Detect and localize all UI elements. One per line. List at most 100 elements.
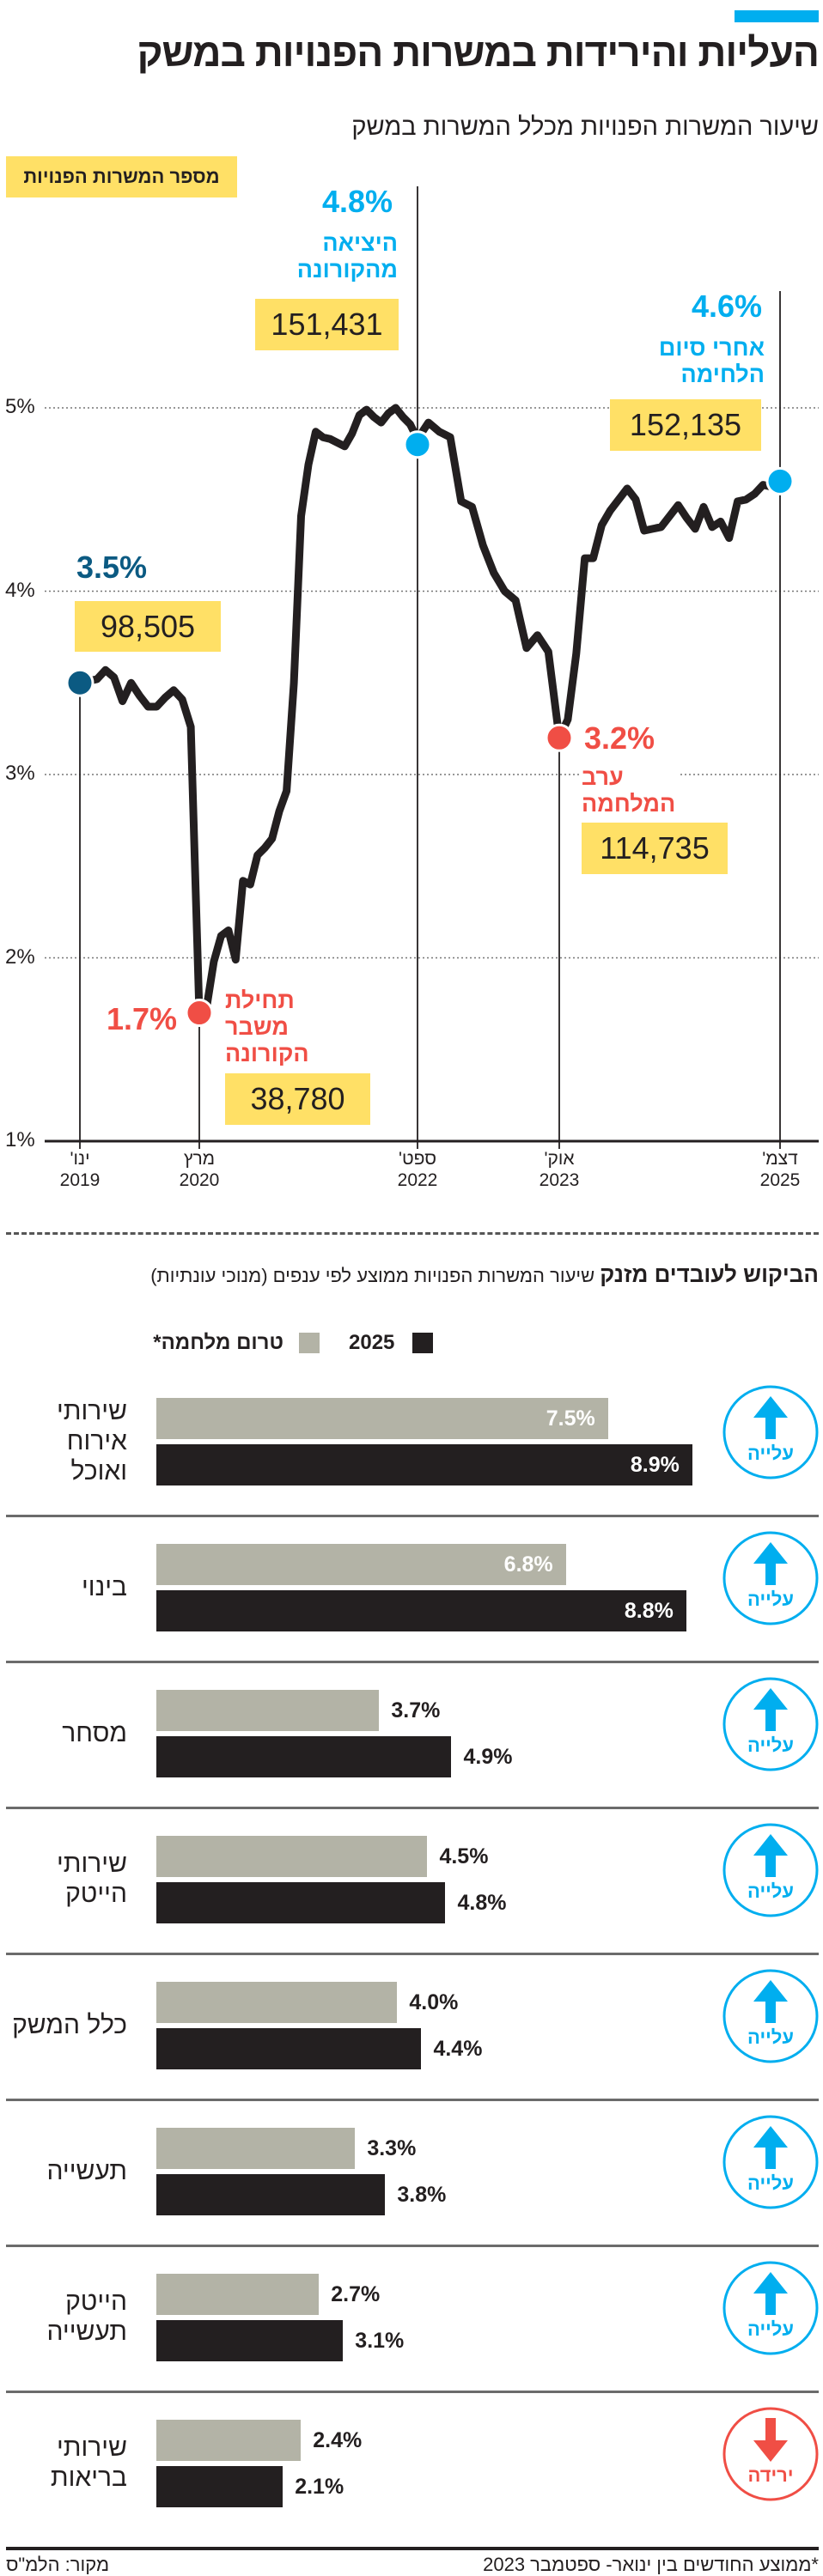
data-point	[584, 557, 586, 559]
data-point	[762, 484, 764, 486]
bar-2025	[156, 2028, 422, 2069]
category-label: מסחר	[62, 1718, 127, 1748]
data-point	[322, 436, 324, 438]
data-point	[686, 517, 687, 519]
category-label: כלל המשק	[12, 2010, 127, 2040]
data-point	[600, 525, 602, 526]
highlight-note: היציאה מהקורונה	[297, 230, 398, 283]
data-point	[493, 572, 495, 574]
highlight-dot	[65, 668, 94, 697]
bar-prewar	[156, 1690, 380, 1731]
category-label-line: הייטק	[65, 1880, 127, 1908]
arrow-up-icon	[722, 1823, 819, 1917]
arrow-up-icon	[753, 2272, 788, 2315]
data-point	[96, 678, 98, 680]
trend-badge: עלייה	[722, 1968, 820, 2064]
trend-circle	[722, 2115, 819, 2209]
bar-2025	[156, 1590, 686, 1631]
trend-badge: עלייה	[722, 1530, 820, 1626]
bar-section-title: הביקוש לעובדים מזנק שיעור המשרות הפנויות…	[4, 1262, 819, 1288]
highlight-note-line: אחרי סיום	[658, 335, 765, 361]
trend-circle	[722, 1385, 819, 1479]
highlight-note: תחילת משבר הקורונה	[225, 987, 309, 1067]
arrow-up-icon	[722, 2261, 819, 2355]
bar-prewar-label: 7.5%	[546, 1406, 595, 1431]
trend-circle	[722, 1677, 819, 1771]
highlight-note-line: תחילת	[225, 987, 295, 1013]
highlight-dot	[545, 723, 574, 752]
data-point	[694, 528, 696, 530]
arrow-down-icon	[753, 2418, 788, 2462]
data-point	[301, 515, 302, 517]
y-tick-label: 2%	[5, 945, 35, 969]
bar-2025-label: 8.8%	[624, 1599, 674, 1623]
category-label-line: בינוי	[82, 1572, 127, 1601]
x-tick-year: 2025	[759, 1170, 801, 1190]
y-tick-label: 5%	[5, 395, 35, 418]
category-label: הייטק תעשייה	[47, 2287, 128, 2347]
legend-swatch-2025	[412, 1333, 433, 1353]
x-tick-label: מרץ 2020	[165, 1148, 234, 1191]
arrow-up-icon	[753, 1688, 788, 1731]
x-tick-year: 2023	[539, 1170, 580, 1190]
y-tick-label: 1%	[5, 1128, 35, 1151]
arrow-up-icon	[722, 1531, 819, 1625]
bar-2025-label: 3.1%	[355, 2329, 405, 2353]
x-tick-month: ספט'	[398, 1149, 437, 1169]
category-label-line: בריאות	[50, 2464, 127, 2492]
trend-circle	[722, 1823, 819, 1917]
data-point	[593, 557, 594, 559]
bar-2025	[156, 1882, 446, 1923]
x-tick-month: מרץ	[183, 1149, 216, 1169]
trend-label: עלייה	[747, 1735, 794, 1756]
trend-badge: ירידה	[722, 2406, 820, 2502]
data-point	[609, 510, 611, 512]
highlight-note: אחרי סיום הלחימה	[659, 335, 765, 388]
y-tick-label: 4%	[5, 578, 35, 602]
data-point	[720, 520, 722, 522]
trend-label: עלייה	[747, 2318, 794, 2340]
data-point	[428, 422, 430, 423]
data-point	[677, 504, 679, 506]
data-point	[547, 651, 549, 653]
legend-swatch-prewar	[299, 1333, 320, 1353]
trend-label: עלייה	[747, 1880, 794, 1902]
category-label: שירותי בריאות	[51, 2433, 127, 2493]
category-label-line: תעשייה	[46, 2156, 128, 2185]
trend-label: עלייה	[747, 1443, 794, 1464]
data-point	[271, 838, 273, 840]
arrow-up-icon	[722, 1385, 819, 1479]
source-credit: מקור: הלמ"ס	[6, 2554, 110, 2575]
bar-prewar-label: 4.0%	[409, 1990, 459, 2014]
category-label-line: ואוכל	[70, 1456, 127, 1485]
bar-2025	[156, 2174, 386, 2215]
arrow-up-icon	[753, 2126, 788, 2169]
arrow-up-icon	[722, 1969, 819, 2063]
data-point	[286, 790, 288, 792]
data-point	[220, 935, 222, 937]
data-point	[753, 493, 755, 495]
bar-prewar	[156, 1544, 566, 1585]
row-divider	[6, 1661, 819, 1663]
category-label-line: שירותי	[56, 1396, 127, 1425]
row-divider	[6, 2245, 819, 2247]
highlight-note-line: היציאה	[322, 230, 398, 256]
bar-2025-label: 3.8%	[397, 2183, 447, 2207]
bar-prewar	[156, 1398, 608, 1439]
arrow-down-icon	[722, 2407, 819, 2501]
vacancy-count-box: 152,135	[610, 399, 761, 451]
highlight-value-label: 4.6%	[691, 289, 762, 324]
series-line	[76, 404, 784, 1017]
bar-prewar	[156, 2128, 356, 2169]
x-tick-label: אוק' 2023	[525, 1148, 594, 1191]
data-point	[745, 499, 747, 501]
chart-subtitle: שיעור המשרות הפנויות מכלל המשרות במשק	[351, 113, 819, 141]
x-tick-month: ינו'	[70, 1149, 90, 1169]
trend-badge: עלייה	[722, 1822, 820, 1918]
data-point	[669, 515, 670, 517]
category-label: שירותי הייטק	[57, 1849, 127, 1909]
x-tick-label: ינו' 2019	[46, 1148, 114, 1191]
data-point	[526, 647, 527, 649]
highlight-note-line: ערב	[582, 764, 624, 790]
data-point	[373, 416, 375, 418]
